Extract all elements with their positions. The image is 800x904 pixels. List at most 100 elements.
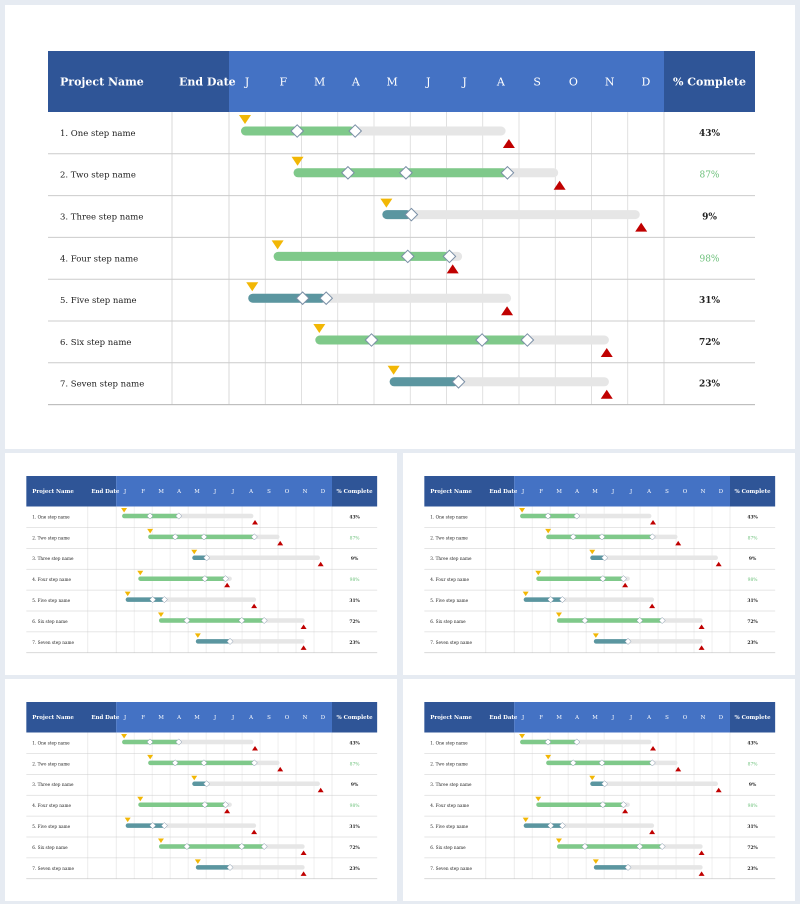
header-month-9: O [683,715,688,721]
task-name: 3. Three step name [32,782,74,787]
task-percent: 9% [351,782,359,788]
start-marker [121,508,128,513]
milestone-marker [250,759,258,767]
header-month-7: A [646,715,651,721]
task-bar-track [590,781,718,787]
header-month-3: A [351,76,361,89]
start-marker [191,549,198,555]
task-bar-progress [192,555,207,561]
end-marker [252,746,259,751]
start-marker [535,796,542,802]
task-name: 5. Five step name [430,824,468,829]
header-month-7: A [248,715,253,721]
header-month-band [116,702,332,733]
milestone-marker [475,333,489,347]
task-percent: 98% [699,254,719,264]
task-bar-progress [158,618,265,623]
start-marker [191,775,198,781]
header-right-band [331,476,378,507]
gantt-chart-thumb-4: Project Name End Date % Complete J F M A M J J A S O… [424,702,776,880]
milestone-marker [175,738,183,746]
start-marker [124,817,131,823]
task-percent: 43% [349,740,360,746]
task-name: 4. Four step name [32,577,71,582]
gantt-panel-main: Project Name End Date % Complete J F M A M J J A S O… [5,5,795,449]
milestone-marker [160,596,168,604]
milestone-marker [636,843,644,850]
header-month-0: J [123,489,126,495]
header-month-4: M [386,76,397,89]
task-bar-progress [315,335,528,345]
task-name: 6. Six step name [32,845,68,850]
task-bar-progress [593,639,629,644]
end-marker [650,520,657,525]
milestone-marker [573,512,581,520]
task-percent: 87% [350,535,360,541]
milestone-marker [573,738,581,746]
task-bar-progress [195,865,231,870]
milestone-marker [599,801,607,809]
header-left-band [48,51,229,112]
milestone-marker [200,533,208,541]
milestone-marker [520,333,535,347]
task-bar-progress [192,781,207,787]
header-project-name: Project Name [60,76,144,89]
milestone-marker [183,617,191,624]
milestone-marker [601,554,609,562]
task-percent: 43% [747,740,758,746]
header-month-1: F [141,715,145,721]
milestone-marker [620,575,627,583]
end-marker [300,645,307,650]
start-marker [522,817,529,823]
task-bar-progress [382,210,412,220]
milestone-marker [171,759,179,767]
task-name: 4. Four step name [430,803,469,808]
milestone-marker [558,822,566,830]
end-marker [649,829,656,835]
task-percent: 98% [748,577,758,583]
milestone-marker [260,843,268,850]
header-month-9: O [285,489,290,495]
task-percent: 87% [350,761,360,767]
milestone-marker [203,780,211,788]
task-bar-progress [536,576,624,581]
end-marker [251,829,258,835]
header-percent-complete: % Complete [337,715,374,721]
task-bar-progress [593,865,629,870]
start-marker [545,754,552,760]
start-marker [545,528,552,534]
end-marker [635,222,648,232]
start-marker [291,156,304,166]
milestone-marker [250,533,258,541]
header-month-8: S [267,489,271,495]
header-month-2: M [314,76,325,89]
gantt-chart-thumb-3: Project Name End Date % Complete J F M A M J J A S O… [26,702,378,880]
task-percent: 72% [349,845,360,851]
start-marker [313,324,326,333]
header-month-7: A [496,76,506,89]
task-percent: 23% [349,866,360,872]
header-project-name: Project Name [430,715,472,721]
task-name: 6. Six step name [430,619,466,624]
milestone-marker [160,822,168,830]
header-month-8: S [665,489,669,495]
milestone-marker [442,249,457,264]
task-name: 2. Two step name [60,171,136,181]
task-percent: 72% [747,845,758,851]
milestone-marker [547,596,555,604]
task-percent: 23% [699,380,721,390]
start-marker [522,591,529,597]
header-month-band [514,702,730,733]
header-month-1: F [141,489,145,495]
start-marker [121,734,128,739]
header-month-3: A [574,489,579,495]
milestone-marker [451,374,466,389]
header-month-10: N [303,489,308,495]
task-name: 3. Three step name [32,556,74,561]
header-month-10: N [701,489,706,495]
start-marker [271,240,284,250]
header-project-name: Project Name [32,715,74,721]
task-name: 1. One step name [60,129,136,139]
task-name: 1. One step name [32,514,70,519]
start-marker [239,115,251,124]
